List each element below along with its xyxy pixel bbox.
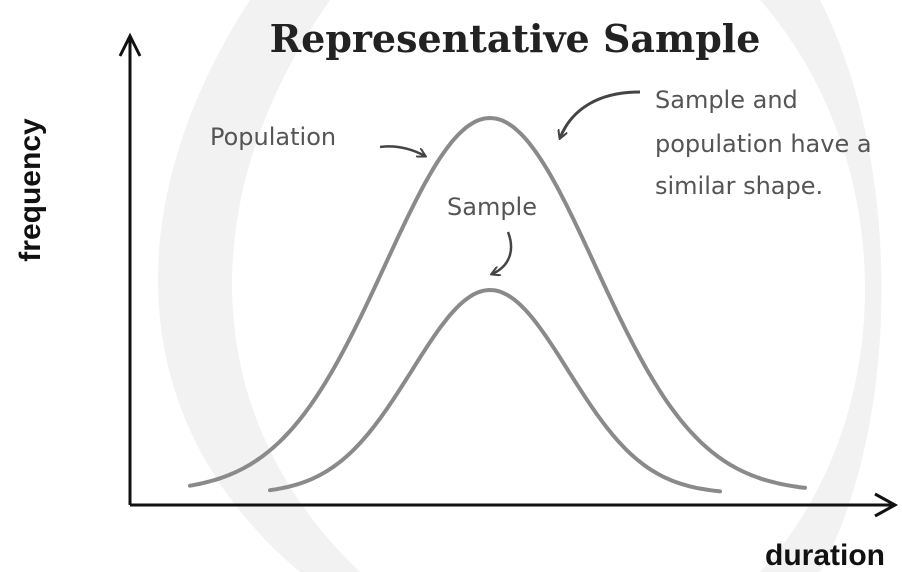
population-curve: [188, 115, 807, 490]
annotation-arrow: [560, 90, 641, 138]
annotation-line: Sample and: [655, 86, 798, 114]
background-swoosh: [760, 0, 882, 572]
annotation-line: similar shape.: [655, 172, 823, 200]
y-axis-arrow: [118, 32, 142, 57]
x-axis-arrow: [874, 492, 899, 518]
population-arrow: [379, 145, 425, 156]
x-axis-label: duration: [765, 539, 885, 572]
sample-curve: [268, 287, 722, 494]
title: Representative Sample: [270, 16, 761, 61]
population-label: Population: [210, 123, 336, 151]
y-axis-label: frequency: [14, 118, 47, 262]
annotation-line: population have a: [655, 130, 872, 158]
sample-label: Sample: [447, 193, 537, 221]
sample-arrow: [492, 231, 513, 274]
background-swoosh: [157, 0, 360, 572]
